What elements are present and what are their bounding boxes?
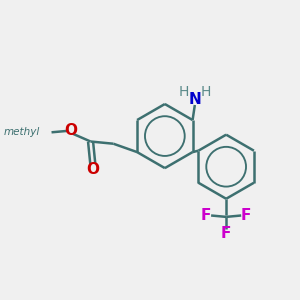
Text: F: F <box>221 226 231 241</box>
Text: F: F <box>201 208 211 223</box>
Text: H: H <box>179 85 189 99</box>
Text: O: O <box>64 123 77 138</box>
Text: O: O <box>86 162 99 177</box>
Text: F: F <box>241 208 251 223</box>
Text: methyl: methyl <box>4 127 41 137</box>
Text: N: N <box>188 92 201 107</box>
Text: H: H <box>200 85 211 99</box>
